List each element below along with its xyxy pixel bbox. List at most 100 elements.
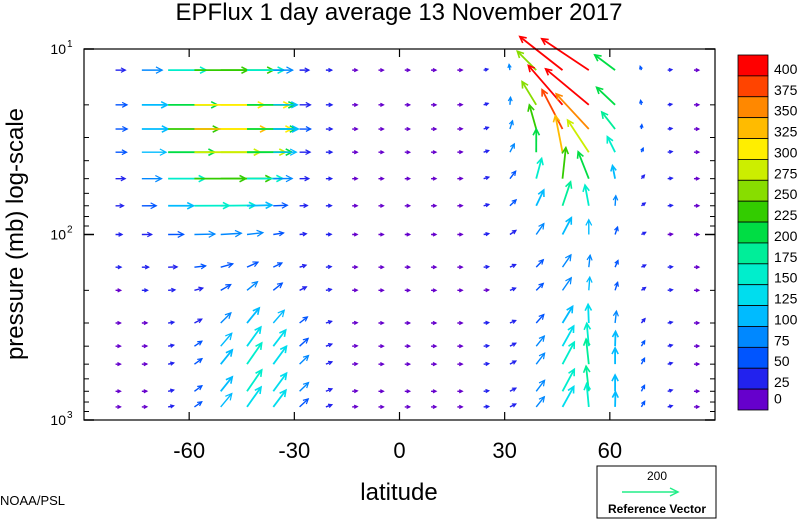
flux-arrowhead (538, 258, 545, 265)
flux-arrow (588, 255, 591, 268)
colorbar-swatch (737, 179, 769, 202)
flux-arrowhead (406, 288, 412, 293)
flux-arrow (561, 325, 575, 347)
flux-arrowhead (353, 404, 359, 409)
flux-arrowhead (695, 361, 701, 367)
flux-arrowhead (568, 367, 576, 377)
flux-arrowhead (234, 229, 243, 238)
flux-arrowhead (353, 102, 359, 107)
flux-arrowhead (304, 67, 311, 73)
flux-arrowhead (511, 198, 518, 205)
flux-arrowhead (511, 403, 518, 408)
credit-text: NOAA/PSL (0, 493, 65, 508)
flux-arrow (535, 259, 544, 268)
flux-arrowhead (406, 203, 412, 208)
flux-arrowhead (511, 263, 517, 268)
flux-arrowhead (458, 320, 464, 326)
flux-arrowhead (305, 126, 312, 132)
flux-arrowhead (432, 176, 438, 181)
flux-arrowhead (197, 401, 203, 407)
flux-arrowhead (554, 92, 564, 101)
flux-arrowhead (406, 150, 412, 155)
flux-arrowhead (541, 88, 549, 97)
flux-arrowhead (380, 362, 385, 367)
y-tick-label: 10 (50, 412, 66, 428)
colorbar-label: 75 (774, 332, 790, 348)
flux-arrowhead (328, 126, 334, 132)
flux-arrowhead (281, 202, 289, 209)
flux-arrow (220, 232, 242, 236)
reference-vector-label: Reference Vector (608, 502, 706, 516)
flux-arrowhead (567, 384, 575, 394)
flux-arrowhead (256, 229, 265, 237)
flux-arrowhead (668, 388, 674, 393)
flux-arrowhead (532, 127, 541, 136)
flux-arrowhead (117, 344, 122, 349)
flux-arrow (566, 119, 590, 153)
flux-arrowhead (583, 381, 592, 391)
flux-arrowhead (406, 176, 412, 181)
flux-arrowhead (406, 389, 412, 394)
x-tick-label: -30 (278, 438, 310, 463)
y-tick-exponent: 1 (67, 39, 73, 50)
flux-arrowhead (695, 288, 701, 293)
flux-arrowhead (695, 102, 701, 107)
flux-arrow (220, 283, 232, 291)
flux-arrow (541, 89, 564, 130)
flux-arrow (535, 379, 546, 392)
flux-arrowhead (552, 113, 561, 123)
flux-arrow (246, 204, 272, 207)
flux-arrowhead (197, 340, 203, 346)
flux-arrowhead (538, 379, 546, 387)
flux-arrowhead (641, 400, 646, 406)
flux-arrowhead (641, 286, 647, 291)
flux-arrowhead (668, 176, 674, 181)
flux-arrowhead (169, 404, 175, 409)
flux-arrowhead (485, 264, 491, 270)
flux-arrowhead (117, 288, 123, 293)
flux-arrow (220, 263, 234, 268)
flux-arrowhead (144, 264, 150, 270)
x-tick-label: 60 (598, 438, 622, 463)
flux-arrowhead (527, 103, 535, 112)
flux-arrowhead (406, 232, 412, 237)
flux-arrowhead (458, 176, 464, 181)
flux-arrow (535, 352, 546, 365)
flux-arrow (535, 396, 545, 408)
flux-arrow (611, 165, 616, 179)
flux-arrowhead (695, 150, 701, 155)
flux-arrow (561, 386, 575, 408)
flux-arrowhead (327, 387, 334, 393)
flux-arrowhead (538, 395, 546, 403)
flux-arrow (535, 223, 545, 235)
flux-arrowhead (612, 309, 619, 317)
flux-arrowhead (611, 329, 620, 338)
flux-arrowhead (584, 302, 593, 312)
colorbar-label: 0 (774, 391, 782, 407)
colorbar-label: 225 (774, 207, 798, 223)
flux-arrow (194, 287, 204, 292)
flux-arrowhead (155, 66, 164, 74)
colorbar-swatch (737, 54, 769, 77)
flux-arrow (535, 314, 545, 324)
colorbar-swatch (737, 75, 769, 98)
flux-arrow (528, 104, 538, 130)
flux-arrowhead (485, 388, 491, 394)
flux-arrowhead (227, 262, 235, 269)
colorbar-label: 375 (774, 82, 798, 98)
colorbar-swatch (737, 200, 769, 223)
flux-arrowhead (668, 126, 674, 131)
flux-arrow (273, 204, 288, 207)
flux-arrowhead (277, 309, 286, 318)
flux-arrowhead (252, 261, 260, 267)
flux-arrowhead (600, 110, 609, 120)
flux-arrow (220, 312, 232, 324)
flux-arrowhead (380, 150, 385, 155)
flux-arrowhead (668, 361, 674, 366)
flux-arrowhead (380, 265, 385, 270)
flux-arrowhead (611, 373, 619, 382)
flux-arrowhead (610, 163, 617, 172)
flux-arrowhead (586, 275, 593, 283)
flux-arrowhead (155, 174, 163, 183)
